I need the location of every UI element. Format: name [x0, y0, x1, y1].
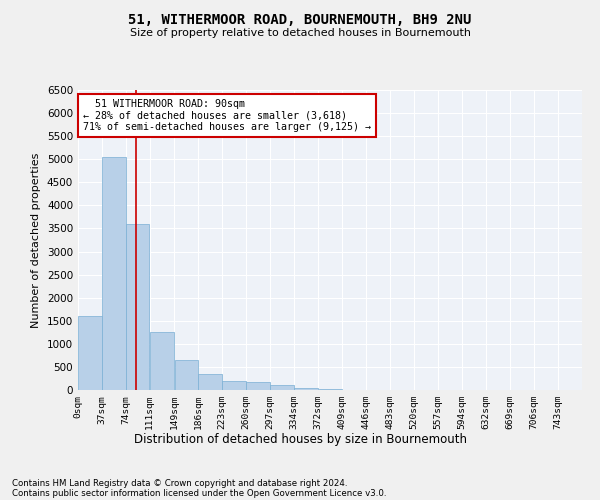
- Bar: [126, 224, 149, 390]
- Bar: [175, 360, 198, 390]
- Text: Contains public sector information licensed under the Open Government Licence v3: Contains public sector information licen…: [12, 488, 386, 498]
- Bar: [319, 389, 342, 390]
- Bar: [78, 316, 101, 390]
- Bar: [246, 382, 269, 390]
- Bar: [223, 381, 246, 390]
- Text: Contains HM Land Registry data © Crown copyright and database right 2024.: Contains HM Land Registry data © Crown c…: [12, 478, 347, 488]
- Text: Distribution of detached houses by size in Bournemouth: Distribution of detached houses by size …: [133, 432, 467, 446]
- Bar: [294, 388, 318, 390]
- Bar: [102, 157, 125, 390]
- Bar: [150, 332, 174, 390]
- Bar: [199, 374, 222, 390]
- Bar: [270, 386, 293, 390]
- Text: 51 WITHERMOOR ROAD: 90sqm  
← 28% of detached houses are smaller (3,618)
71% of : 51 WITHERMOOR ROAD: 90sqm ← 28% of detac…: [83, 99, 371, 132]
- Text: Size of property relative to detached houses in Bournemouth: Size of property relative to detached ho…: [130, 28, 470, 38]
- Text: 51, WITHERMOOR ROAD, BOURNEMOUTH, BH9 2NU: 51, WITHERMOOR ROAD, BOURNEMOUTH, BH9 2N…: [128, 12, 472, 26]
- Y-axis label: Number of detached properties: Number of detached properties: [31, 152, 41, 328]
